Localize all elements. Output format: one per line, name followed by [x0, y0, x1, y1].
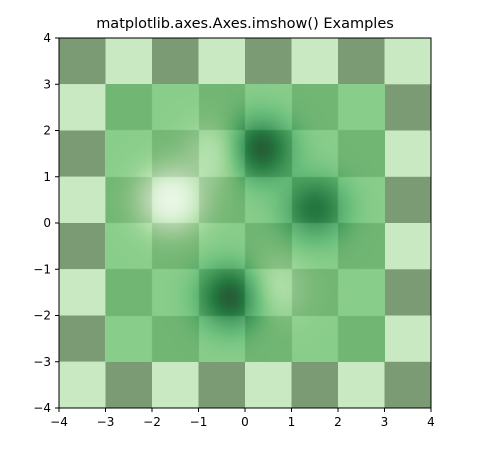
x-tick-label: −1	[190, 415, 208, 429]
checker-cell	[384, 269, 431, 316]
checker-cell	[59, 176, 106, 223]
x-tick-label: −2	[143, 415, 161, 429]
x-tick-label: 3	[381, 415, 389, 429]
y-tick-label: 3	[43, 77, 51, 91]
y-tick-label: −2	[33, 309, 51, 323]
y-tick-label: 0	[43, 216, 51, 230]
checker-cell	[105, 361, 152, 408]
chart-title: matplotlib.axes.Axes.imshow() Examples	[96, 16, 394, 32]
x-tick-label: 0	[241, 415, 249, 429]
checker-cell	[384, 176, 431, 223]
checker-cell	[152, 38, 199, 85]
checker-cell	[384, 84, 431, 131]
checker-cell	[59, 130, 106, 177]
checker-cell	[105, 38, 152, 85]
x-tick-label: 4	[427, 415, 435, 429]
y-tick-label: −4	[33, 401, 51, 415]
checker-cell	[152, 361, 199, 408]
checker-cell	[384, 38, 431, 85]
x-tick-label: −3	[97, 415, 115, 429]
checker-cell	[384, 223, 431, 270]
checker-cell	[245, 38, 292, 85]
checker-cell	[59, 223, 106, 270]
y-tick-label: 2	[43, 124, 51, 138]
checker-cell	[198, 361, 245, 408]
checker-cell	[59, 315, 106, 362]
y-tick-label: 1	[43, 170, 51, 184]
y-tick-label: −3	[33, 355, 51, 369]
y-tick-label: −1	[33, 262, 51, 276]
checker-cell	[59, 38, 106, 85]
plot-area	[58, 37, 432, 409]
checker-cell	[245, 361, 292, 408]
checker-cell	[291, 361, 338, 408]
y-tick-label: 4	[43, 31, 51, 45]
x-tick-label: 1	[288, 415, 296, 429]
checker-cell	[384, 315, 431, 362]
x-axis: −4 −3 −2 −1 0 1 2 3 4	[50, 408, 435, 429]
checker-cell	[291, 38, 338, 85]
checker-cell	[59, 269, 106, 316]
checker-cell	[384, 130, 431, 177]
checker-cell	[59, 84, 106, 131]
y-axis: −4 −3 −2 −1 0 1 2 3 4	[33, 31, 59, 415]
checker-cell	[384, 361, 431, 408]
x-tick-label: −4	[50, 415, 68, 429]
checker-cell	[198, 38, 245, 85]
checker-cell	[59, 361, 106, 408]
checker-cell	[338, 38, 385, 85]
checker-cell	[338, 361, 385, 408]
x-tick-label: 2	[334, 415, 342, 429]
gaussian-field-layer	[106, 84, 385, 362]
